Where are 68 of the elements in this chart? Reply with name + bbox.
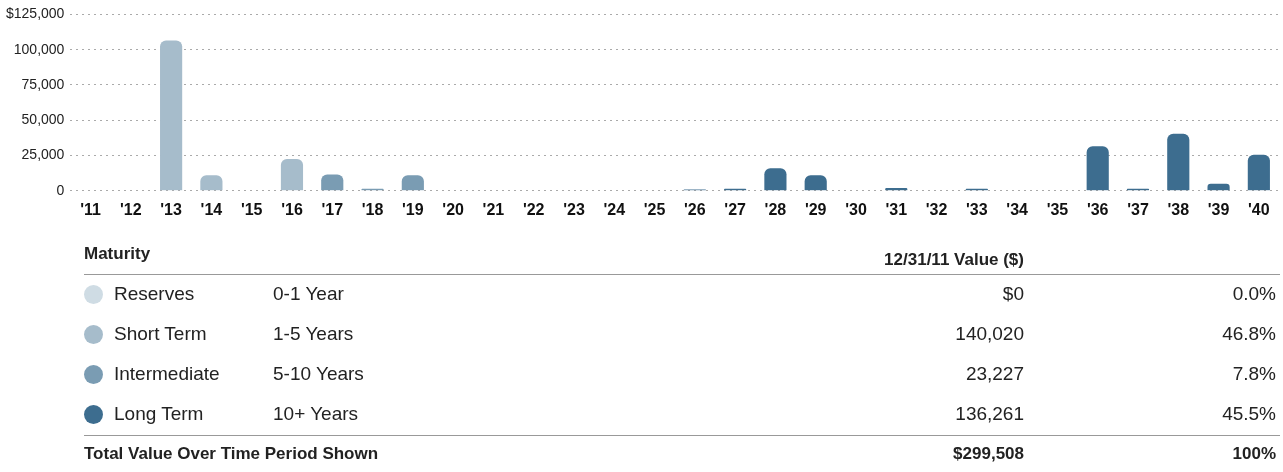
x-tick-label: '25 <box>643 200 666 218</box>
x-tick-label: '23 <box>563 200 585 218</box>
y-tick-label: 0 <box>56 181 65 198</box>
bar <box>160 40 183 191</box>
x-tick-label: '33 <box>966 200 988 218</box>
text: 0.0% <box>1232 283 1276 305</box>
text: 12/31/11 Value ($) <box>884 250 1024 270</box>
text: 23,227 <box>965 363 1024 385</box>
x-tick-label: '19 <box>402 200 424 218</box>
x-tick-label: '16 <box>281 200 303 218</box>
x-tick-label: '18 <box>361 200 384 218</box>
y-tick-label: 75,000 <box>21 75 65 92</box>
text: $299,508 <box>953 444 1024 464</box>
x-tick-label: '13 <box>160 200 183 218</box>
bar <box>321 174 344 191</box>
x-tick-label: '40 <box>1248 200 1270 218</box>
bar <box>280 159 304 191</box>
x-tick-label: '28 <box>764 200 787 218</box>
x-tick-label: '38 <box>1167 200 1190 218</box>
x-tick-label: '20 <box>442 200 465 218</box>
text: 0-1 Year <box>273 283 344 305</box>
legend-label: Short Term <box>114 323 207 345</box>
x-tick-label: '21 <box>482 200 505 218</box>
x-tick-label: '29 <box>804 200 827 218</box>
bar <box>764 168 787 191</box>
bar <box>804 175 827 191</box>
x-tick-label: '35 <box>1046 200 1069 218</box>
text: 45.5% <box>1222 403 1276 425</box>
legend-label: Long Term <box>114 403 204 425</box>
bar <box>1247 154 1270 191</box>
legend-label: Reserves <box>114 283 195 305</box>
x-tick-label: '30 <box>845 200 867 218</box>
bar <box>401 175 424 191</box>
x-tick-label: '22 <box>522 200 545 218</box>
y-tick-label: 50,000 <box>21 111 65 128</box>
x-tick-label: '27 <box>724 200 747 218</box>
x-tick-label: '26 <box>684 200 706 218</box>
bar <box>1086 146 1109 191</box>
text: Total Value Over Time Period Shown <box>84 444 379 464</box>
x-tick-label: '37 <box>1127 200 1149 218</box>
text: 100% <box>1232 444 1276 464</box>
bar <box>200 175 223 191</box>
x-tick-label: '34 <box>1006 200 1029 218</box>
x-tick-label: '31 <box>885 200 908 218</box>
bar <box>1167 133 1190 191</box>
text: $0 <box>1002 283 1024 305</box>
y-tick-label: $125,000 <box>5 5 65 22</box>
x-tick-label: '32 <box>925 200 948 218</box>
x-tick-label: '15 <box>240 200 263 218</box>
text: Maturity <box>84 244 151 264</box>
bar <box>1207 183 1230 191</box>
x-tick-label: '17 <box>321 200 344 218</box>
text: 1-5 Years <box>273 323 354 345</box>
text: 5-10 Years <box>273 363 364 385</box>
x-tick-label: '39 <box>1207 200 1230 218</box>
x-tick-label: '36 <box>1086 200 1109 218</box>
x-tick-label: '12 <box>120 200 142 218</box>
legend-label: Intermediate <box>114 363 220 385</box>
text: 136,261 <box>955 403 1024 425</box>
text: 46.8% <box>1222 323 1276 345</box>
x-tick-label: '14 <box>200 200 223 218</box>
text: 140,020 <box>955 323 1024 345</box>
x-tick-label: '11 <box>80 200 101 218</box>
x-tick-label: '24 <box>603 200 626 218</box>
text: 7.8% <box>1232 363 1276 385</box>
text: 10+ Years <box>273 403 359 425</box>
y-tick-label: 25,000 <box>21 146 65 163</box>
y-tick-label: 100,000 <box>13 40 65 57</box>
